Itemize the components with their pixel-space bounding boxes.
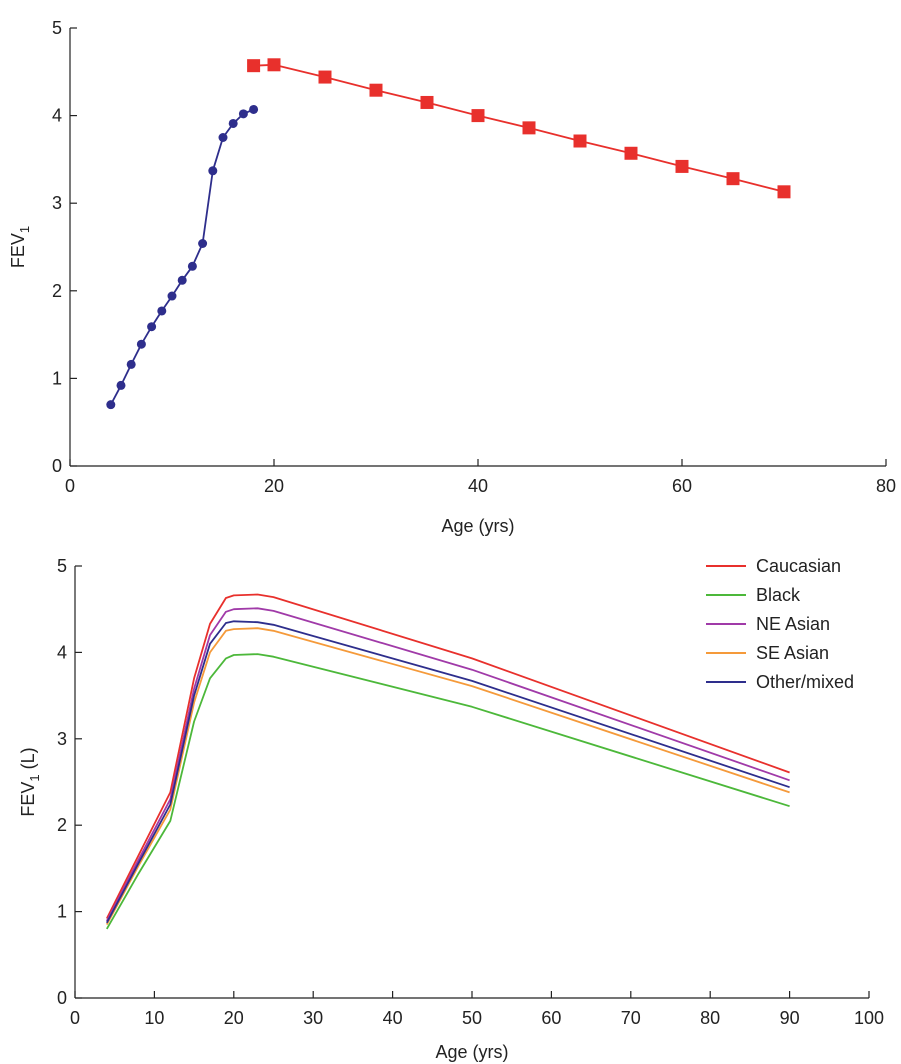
top-chart-series-line-1 xyxy=(253,63,785,193)
top-chart-data-point xyxy=(167,291,177,301)
bottom-chart-y-tick-label: 3 xyxy=(57,729,67,749)
bottom-chart-x-tick-label: 60 xyxy=(541,1008,561,1028)
bottom-chart-y-axis-title: FEV1 (L) xyxy=(18,747,42,816)
top-chart-y-tick-label: 3 xyxy=(52,193,62,213)
bottom-chart-x-tick-label: 10 xyxy=(144,1008,164,1028)
bottom-chart-x-tick-label: 80 xyxy=(700,1008,720,1028)
top-chart-y-tick-label: 1 xyxy=(52,368,62,388)
bottom-chart-x-tick-label: 100 xyxy=(854,1008,884,1028)
top-chart-data-point xyxy=(267,58,281,72)
bottom-chart-y-tick-label: 5 xyxy=(57,556,67,576)
bottom-chart-x-tick-label: 50 xyxy=(462,1008,482,1028)
bottom-chart-x-tick-label: 30 xyxy=(303,1008,323,1028)
top-chart-x-tick-label: 0 xyxy=(65,476,75,496)
top-chart-y-tick-label: 0 xyxy=(52,456,62,476)
top-chart-data-point xyxy=(187,261,197,271)
bottom-chart-y-axis-title-main: FEV xyxy=(18,782,38,817)
bottom-chart-axes: 0 10 20 30 40 50 60 70 80 90 100 0 1 2 3 4 5 xyxy=(57,556,884,1028)
bottom-chart-y-tick-label: 1 xyxy=(57,902,67,922)
bottom-chart: 0 10 20 30 40 50 60 70 80 90 100 0 1 2 3 4 5 Caucasian Bl… xyxy=(18,556,884,1062)
top-chart-data-point xyxy=(157,306,167,316)
top-chart-y-axis-title-subscript: 1 xyxy=(17,226,32,233)
top-chart-data-point xyxy=(318,70,332,84)
bottom-chart-y-tick-label: 4 xyxy=(57,642,67,662)
top-chart-data-point xyxy=(726,172,740,186)
top-chart-data-point xyxy=(136,339,146,349)
top-chart-y-axis-title: FEV1 xyxy=(8,226,32,268)
top-chart-data-point xyxy=(522,121,536,135)
top-chart-data-point xyxy=(249,104,259,114)
bottom-chart-series-line-caucasian xyxy=(105,593,790,919)
top-chart-data-point xyxy=(106,400,116,410)
top-chart-data-point xyxy=(126,359,136,369)
top-chart-data-point xyxy=(777,185,791,199)
bottom-chart-y-axis-title-subscript: 1 xyxy=(27,774,42,781)
bottom-chart-x-tick-label: 90 xyxy=(780,1008,800,1028)
top-chart-x-tick-label: 80 xyxy=(876,476,896,496)
bottom-chart-x-tick-label: 40 xyxy=(383,1008,403,1028)
top-chart-data-point xyxy=(573,134,587,148)
top-chart-x-axis-title: Age (yrs) xyxy=(441,516,514,536)
bottom-chart-marks xyxy=(105,593,790,930)
top-chart-data-point xyxy=(177,275,187,285)
top-chart-y-tick-label: 2 xyxy=(52,281,62,301)
bottom-chart-series-line-ne-asian xyxy=(106,607,790,922)
top-chart-y-axis-title-main: FEV xyxy=(8,233,28,268)
top-chart-y-tick-label: 5 xyxy=(52,18,62,38)
top-chart-x-tick-label: 40 xyxy=(468,476,488,496)
legend-label-black: Black xyxy=(756,585,801,605)
bottom-chart-x-tick-label: 70 xyxy=(621,1008,641,1028)
bottom-chart-series-line-se-asian xyxy=(106,627,790,926)
top-chart-data-point xyxy=(247,59,261,73)
top-chart-y-tick-label: 4 xyxy=(52,106,62,126)
top-chart-x-tick-label: 60 xyxy=(672,476,692,496)
bottom-chart-x-tick-label: 20 xyxy=(224,1008,244,1028)
legend-label-se-asian: SE Asian xyxy=(756,643,829,663)
top-chart-data-point xyxy=(116,380,126,390)
top-chart-marks xyxy=(106,58,791,410)
top-chart-data-point xyxy=(198,238,208,248)
bottom-chart-y-tick-label: 2 xyxy=(57,815,67,835)
top-chart-data-point xyxy=(675,159,689,173)
bottom-chart-y-axis-title-unit: (L) xyxy=(18,747,38,774)
top-chart-data-point xyxy=(208,166,218,176)
bottom-chart-y-tick-label: 0 xyxy=(57,988,67,1008)
legend-label-other-mixed: Other/mixed xyxy=(756,672,854,692)
top-chart-data-point xyxy=(420,95,434,109)
bottom-chart-series-line-black xyxy=(106,653,790,930)
top-chart-x-tick-label: 20 xyxy=(264,476,284,496)
top-chart-data-point xyxy=(218,133,228,142)
top-chart-data-point xyxy=(147,322,157,332)
top-chart-data-point xyxy=(471,109,485,123)
bottom-chart-legend: Caucasian Black NE Asian SE Asian Other/mixe… xyxy=(706,556,854,692)
top-chart-axes: 0 20 40 60 80 0 1 2 3 4 5 xyxy=(52,18,896,496)
top-chart-data-point xyxy=(624,146,638,160)
top-chart-data-point xyxy=(238,109,248,119)
legend-label-caucasian: Caucasian xyxy=(756,556,841,576)
bottom-chart-series-line-other-mixed xyxy=(106,620,790,924)
bottom-chart-x-axis-title: Age (yrs) xyxy=(435,1042,508,1062)
top-chart-data-point xyxy=(228,118,238,128)
bottom-chart-x-tick-label: 0 xyxy=(70,1008,80,1028)
legend-label-ne-asian: NE Asian xyxy=(756,614,830,634)
top-chart-data-point xyxy=(369,83,383,97)
